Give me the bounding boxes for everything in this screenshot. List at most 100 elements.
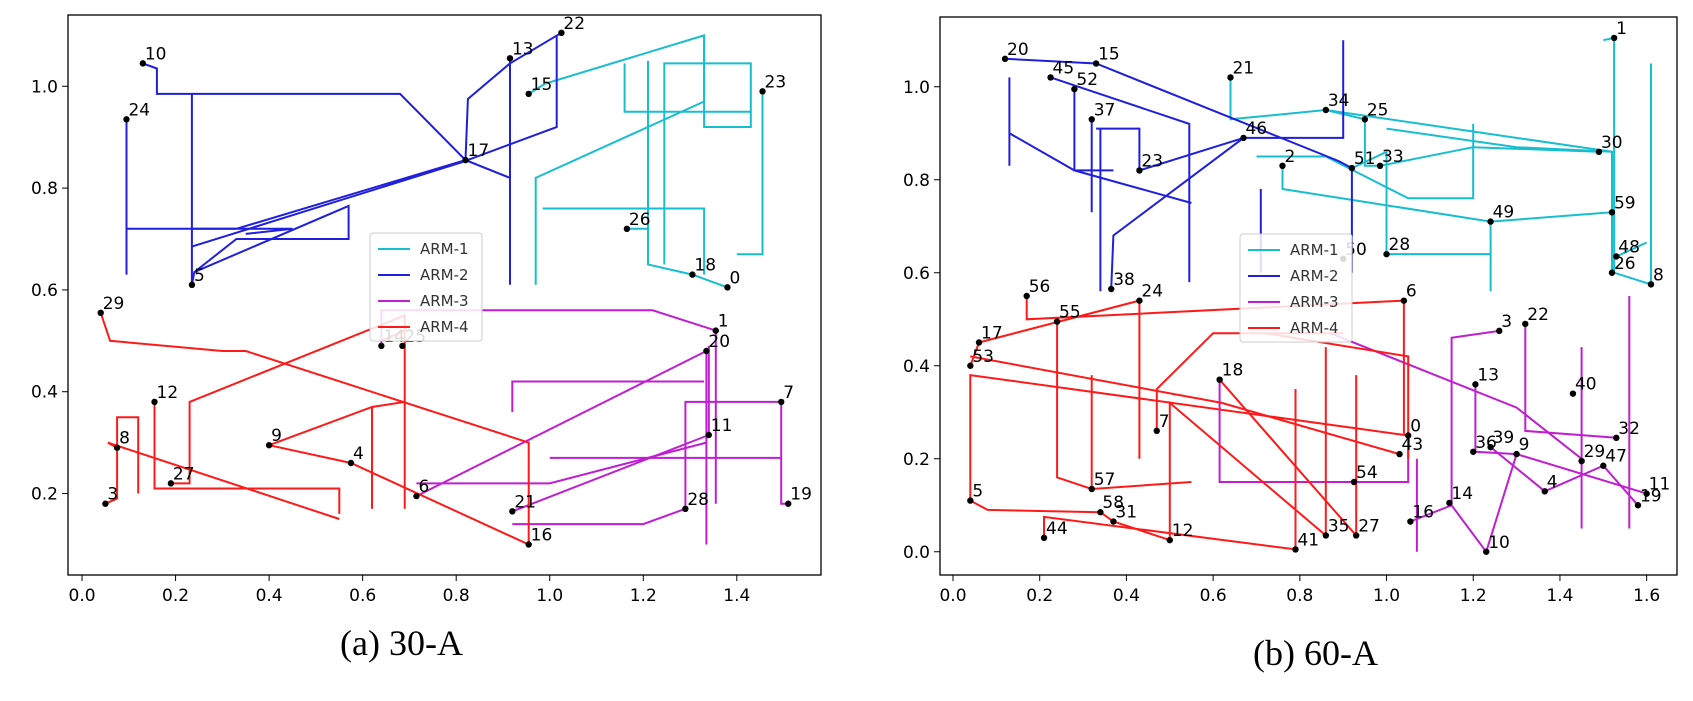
series-line	[99, 312, 530, 545]
waypoint-marker	[1240, 134, 1247, 142]
waypoint-marker	[1352, 532, 1360, 539]
waypoint-label: 25	[1367, 100, 1389, 120]
x-tick-label: 1.4	[723, 586, 750, 606]
x-tick-label: 0.2	[162, 586, 189, 606]
waypoint-marker	[1053, 318, 1061, 325]
waypoint-marker	[1136, 297, 1143, 304]
series-line	[1139, 136, 1244, 172]
waypoint-marker	[1634, 502, 1642, 509]
y-tick-label: 0.4	[903, 357, 930, 377]
waypoint-label: 8	[1653, 265, 1664, 285]
waypoint-marker	[1470, 448, 1477, 455]
waypoint-marker	[123, 116, 130, 123]
waypoint-marker	[1487, 443, 1494, 451]
x-tick-label: 1.2	[630, 586, 657, 606]
waypoint-label: 22	[563, 14, 585, 34]
waypoint-marker	[188, 281, 196, 289]
waypoint-marker	[1446, 499, 1453, 507]
series-line	[1386, 127, 1613, 153]
y-tick-label: 0.8	[31, 179, 58, 199]
waypoint-marker	[705, 431, 712, 439]
waypoint-label: 37	[1094, 100, 1116, 120]
waypoint-label: 28	[687, 490, 709, 510]
waypoint-label: 26	[629, 210, 651, 230]
waypoint-marker	[1600, 462, 1607, 469]
series-line	[1096, 127, 1141, 171]
waypoint-label: 15	[1098, 45, 1120, 65]
x-tick-label: 1.4	[1546, 586, 1573, 606]
waypoint-marker	[1541, 488, 1548, 495]
waypoint-label: 0	[729, 268, 740, 288]
chart-a-svg: 0.0 0.2 0.4 0.6 0.8 1.0 1.2 1.4 0.2 0.4 0.6 0.8 1.0 0…	[31, 14, 822, 606]
waypoint-label: 15	[531, 75, 553, 95]
series-line	[1410, 453, 1518, 554]
y-tick-label: 0.0	[903, 543, 930, 563]
waypoint-label: 33	[1382, 147, 1404, 167]
waypoint-label: 51	[1354, 149, 1376, 169]
waypoint-marker	[1350, 478, 1358, 486]
series-line	[191, 227, 293, 235]
legend-label: ARM-3	[1290, 293, 1339, 311]
series-line	[142, 62, 511, 179]
y-tick-label: 0.2	[31, 485, 58, 505]
waypoint-marker	[1166, 536, 1173, 544]
waypoint-label: 12	[1172, 521, 1194, 541]
series-line	[1004, 57, 1353, 273]
waypoint-marker	[558, 29, 565, 37]
waypoint-marker	[682, 505, 689, 513]
waypoint-marker	[151, 398, 158, 406]
series-line	[1351, 150, 1491, 256]
series-line	[528, 34, 752, 265]
waypoint-label: 41	[1297, 530, 1319, 550]
waypoint-marker	[525, 90, 532, 98]
waypoint-marker	[1383, 250, 1390, 258]
waypoint-label: 28	[1389, 235, 1411, 255]
waypoint-marker	[1647, 281, 1655, 288]
waypoint-marker	[413, 492, 420, 500]
series-line	[1325, 109, 1600, 167]
waypoint-label: 23	[765, 72, 787, 92]
waypoint-label: 18	[694, 256, 716, 276]
waypoint-marker	[1322, 532, 1330, 539]
waypoint-marker	[1216, 376, 1223, 383]
waypoint-marker	[1136, 167, 1143, 174]
waypoint-label: 10	[1488, 533, 1510, 553]
waypoint-label: 19	[1640, 486, 1662, 506]
series-line	[736, 91, 764, 256]
legend-label: ARM-1	[1290, 241, 1339, 259]
waypoint-label: 38	[1113, 270, 1135, 290]
waypoint-marker	[1376, 162, 1384, 169]
legend-box	[1239, 233, 1353, 343]
waypoint-label: 9	[1519, 435, 1530, 455]
waypoint-label: 52	[1076, 70, 1098, 90]
series-line	[1056, 321, 1192, 491]
series-line	[626, 60, 728, 289]
waypoint-label: 35	[1328, 516, 1350, 536]
series-line	[1524, 323, 1617, 439]
series-line	[153, 401, 341, 514]
waypoint-marker	[1023, 292, 1030, 300]
x-tick-label: 0.4	[256, 586, 283, 606]
series-line	[1025, 296, 1405, 436]
chart-b-svg: 0.0 0.2 0.4 0.6 0.8 1.0 1.2 1.4 1.6 0.0 0.2 0.4 0.6 0…	[903, 16, 1678, 606]
series-arm-4	[969, 296, 1410, 551]
waypoint-label: 21	[1232, 58, 1254, 78]
waypoint-label: 44	[1046, 519, 1068, 539]
waypoint-label: 1	[1616, 19, 1627, 39]
waypoint-marker	[113, 444, 121, 451]
x-tick-label: 0.6	[349, 586, 376, 606]
waypoint-marker	[1405, 432, 1412, 439]
waypoint-label: 16	[1412, 503, 1434, 523]
waypoint-label: 7	[1159, 412, 1170, 432]
waypoint-label: 29	[103, 294, 125, 314]
waypoint-label: 9	[271, 426, 282, 446]
waypoint-label: 4	[1547, 472, 1558, 492]
waypoint-label: 6	[1406, 282, 1417, 302]
waypoint-label: 13	[1477, 365, 1499, 385]
waypoint-label: 23	[1141, 151, 1163, 171]
waypoint-label: 27	[1358, 516, 1380, 536]
waypoint-label: 20	[708, 332, 730, 352]
waypoint-label: 55	[1059, 303, 1081, 323]
legend-box	[369, 232, 483, 342]
waypoint-marker	[785, 500, 792, 507]
